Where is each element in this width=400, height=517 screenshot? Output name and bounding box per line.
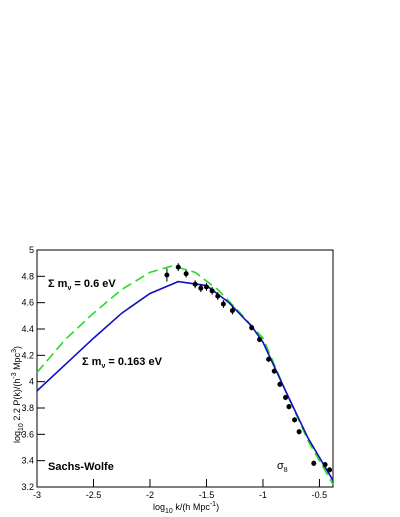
y-tick-label: 4	[29, 377, 34, 387]
y-tick-label: 4.4	[21, 324, 34, 334]
data-point	[164, 272, 170, 278]
label-part: )	[12, 346, 22, 349]
data-point	[175, 264, 181, 270]
data-point	[292, 417, 298, 423]
annotation-text: Σ m	[48, 278, 68, 290]
data-point	[215, 293, 221, 299]
data-point	[229, 308, 235, 314]
y-tick-label: 3.8	[21, 403, 34, 413]
annotation-text: Sachs-Wolfe	[48, 461, 114, 473]
y-tick-label: 5	[29, 245, 34, 255]
label-part: 10	[165, 508, 173, 515]
x-axis-label: log10 k/(h Mpc-1)	[153, 501, 219, 515]
y-axis-label: log10 2.2 P(k)/(h-3 Mpc3)	[11, 346, 25, 443]
data-point	[296, 429, 302, 435]
y-tick-label: 3.6	[21, 429, 34, 439]
label-part: 3	[11, 349, 18, 353]
data-point	[283, 394, 289, 400]
annotation: Σ mν = 0.163 eV	[82, 356, 163, 370]
x-tick-label: -2.5	[86, 490, 102, 500]
label-part: k/(h Mpc	[173, 502, 211, 512]
annotation-text: σ	[277, 460, 284, 472]
data-point	[192, 281, 198, 287]
y-tick-label: 3.4	[21, 456, 34, 466]
annotation-sub: ν	[67, 285, 71, 292]
label-part: )	[216, 502, 219, 512]
data-point	[286, 404, 292, 410]
data-point	[249, 325, 255, 331]
label-part: -3	[11, 372, 18, 378]
data-point	[209, 288, 215, 294]
data-point	[266, 356, 272, 362]
data-point	[220, 301, 226, 307]
annotation: Sachs-Wolfe	[48, 461, 114, 473]
annotation-text: = 0.6 eV	[71, 278, 116, 290]
data-point	[322, 462, 328, 468]
y-tick-label: 4.6	[21, 298, 34, 308]
data-point	[203, 284, 209, 290]
annotation-text: Σ m	[82, 356, 102, 368]
label-part: -1	[210, 501, 216, 508]
data-point	[257, 337, 263, 343]
label-part: log	[153, 502, 165, 512]
y-tick-label: 3.2	[21, 482, 34, 492]
frame	[36, 249, 334, 488]
x-tick-label: -0.5	[312, 490, 328, 500]
x-tick-label: -2	[146, 490, 154, 500]
annotation: σ8	[277, 460, 288, 474]
annotation: Σ mν = 0.6 eV	[48, 278, 116, 292]
data-point	[311, 460, 317, 466]
y-tick-label: 4.2	[21, 350, 34, 360]
x-tick-label: -3	[33, 490, 41, 500]
annotation-sub: ν	[101, 363, 105, 370]
data-point	[198, 285, 204, 291]
y-tick-label: 4.8	[21, 271, 34, 281]
x-tick-label: -1	[259, 490, 267, 500]
annotation-sub: 8	[284, 467, 288, 474]
data-point	[183, 271, 189, 277]
label-part: Mpc	[12, 352, 22, 372]
data-point	[327, 467, 333, 473]
annotation-text: = 0.163 eV	[105, 356, 162, 368]
label-part: 2.2 P(k)/(h	[12, 379, 22, 424]
curve	[36, 280, 334, 481]
label-part: log	[12, 431, 22, 443]
data-point	[271, 368, 277, 374]
curve	[36, 264, 334, 485]
x-tick-label: -1.5	[199, 490, 215, 500]
label-part: 10	[18, 423, 25, 431]
data-point	[277, 381, 283, 387]
